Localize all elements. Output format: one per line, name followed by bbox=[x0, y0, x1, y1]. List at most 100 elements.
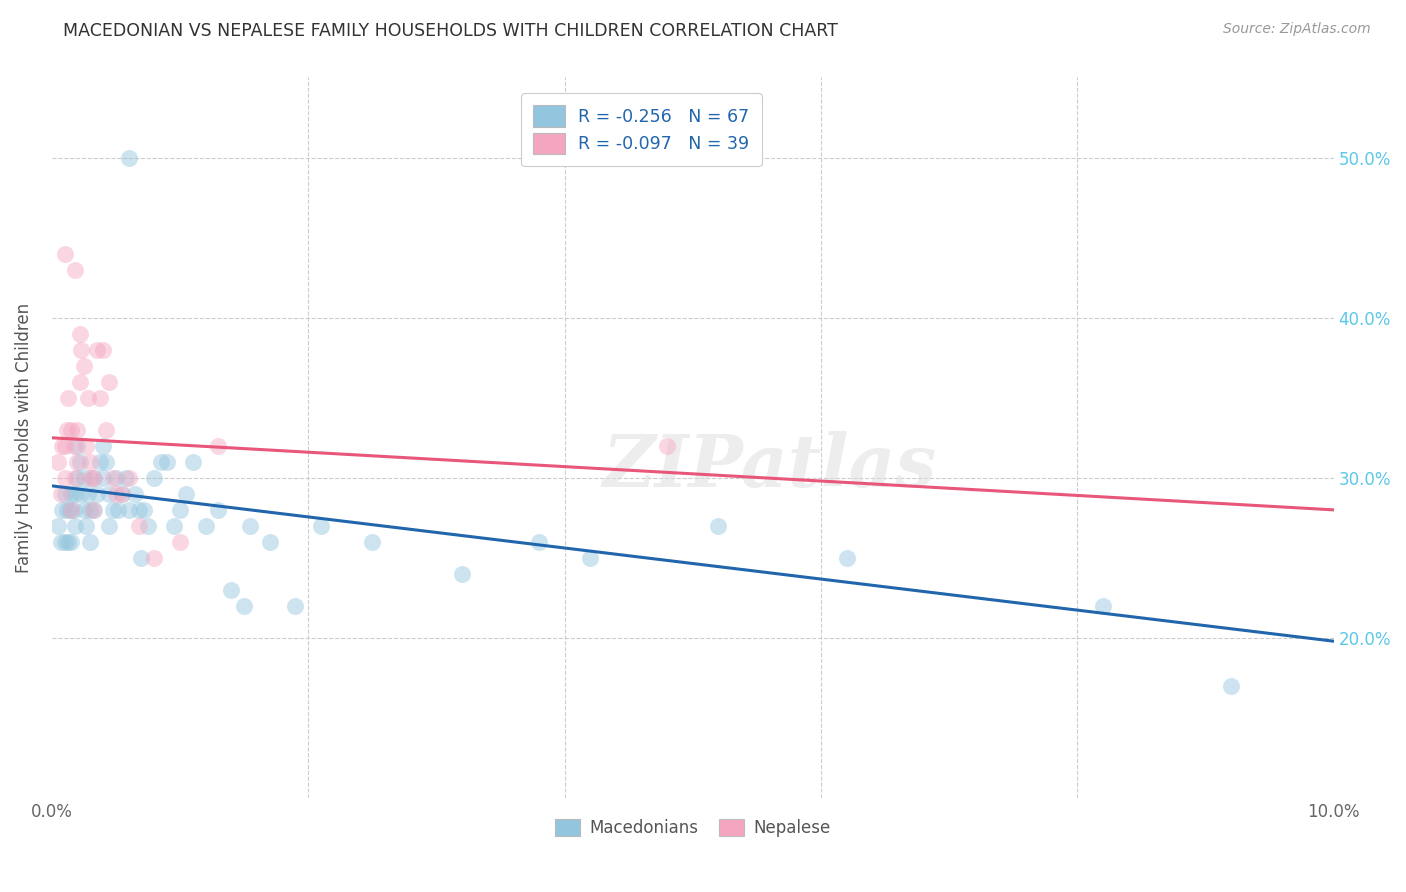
Text: ZIPatlas: ZIPatlas bbox=[603, 431, 936, 502]
Point bbox=[94, 455, 117, 469]
Point bbox=[69, 375, 91, 389]
Point bbox=[111, 487, 134, 501]
Point bbox=[63, 471, 86, 485]
Point bbox=[233, 599, 256, 613]
Point bbox=[149, 455, 172, 469]
Point bbox=[91, 439, 114, 453]
Point bbox=[63, 262, 86, 277]
Point bbox=[59, 535, 82, 549]
Point bbox=[239, 519, 262, 533]
Point bbox=[98, 519, 121, 533]
Point bbox=[69, 455, 91, 469]
Point bbox=[73, 471, 96, 485]
Point bbox=[70, 487, 93, 501]
Point bbox=[79, 455, 101, 469]
Point bbox=[73, 503, 96, 517]
Point bbox=[259, 535, 281, 549]
Point bbox=[59, 503, 82, 517]
Point bbox=[66, 439, 89, 453]
Point bbox=[75, 439, 97, 453]
Point bbox=[219, 582, 242, 597]
Point bbox=[115, 471, 138, 485]
Point bbox=[1091, 599, 1114, 613]
Point bbox=[98, 487, 121, 501]
Point bbox=[51, 503, 73, 517]
Point bbox=[82, 503, 104, 517]
Point bbox=[162, 519, 184, 533]
Point bbox=[79, 503, 101, 517]
Point bbox=[143, 471, 166, 485]
Point bbox=[76, 487, 98, 501]
Point bbox=[58, 391, 80, 405]
Point bbox=[1220, 679, 1243, 693]
Point bbox=[118, 151, 141, 165]
Point bbox=[132, 503, 155, 517]
Point bbox=[156, 455, 179, 469]
Point bbox=[53, 246, 76, 260]
Point bbox=[86, 343, 108, 357]
Point bbox=[56, 503, 79, 517]
Point bbox=[82, 471, 104, 485]
Point bbox=[91, 343, 114, 357]
Point bbox=[46, 455, 69, 469]
Point bbox=[59, 423, 82, 437]
Point bbox=[53, 535, 76, 549]
Point bbox=[66, 455, 89, 469]
Point bbox=[104, 487, 127, 501]
Point bbox=[111, 487, 134, 501]
Text: MACEDONIAN VS NEPALESE FAMILY HOUSEHOLDS WITH CHILDREN CORRELATION CHART: MACEDONIAN VS NEPALESE FAMILY HOUSEHOLDS… bbox=[63, 22, 838, 40]
Point bbox=[59, 503, 82, 517]
Point bbox=[169, 535, 191, 549]
Point bbox=[53, 439, 76, 453]
Y-axis label: Family Households with Children: Family Households with Children bbox=[15, 302, 32, 573]
Point bbox=[655, 439, 678, 453]
Point bbox=[53, 487, 76, 501]
Point bbox=[309, 519, 332, 533]
Point bbox=[835, 550, 858, 565]
Point bbox=[176, 487, 198, 501]
Point bbox=[73, 359, 96, 373]
Point bbox=[66, 423, 89, 437]
Point bbox=[284, 599, 307, 613]
Point bbox=[579, 550, 602, 565]
Point bbox=[707, 519, 730, 533]
Point bbox=[527, 535, 550, 549]
Point bbox=[79, 471, 101, 485]
Point bbox=[207, 503, 229, 517]
Point bbox=[76, 391, 98, 405]
Point bbox=[91, 471, 114, 485]
Point bbox=[63, 519, 86, 533]
Point bbox=[136, 519, 159, 533]
Point bbox=[62, 503, 84, 517]
Point bbox=[118, 503, 141, 517]
Point bbox=[103, 503, 125, 517]
Point bbox=[89, 391, 111, 405]
Point bbox=[207, 439, 229, 453]
Point bbox=[70, 343, 93, 357]
Point bbox=[66, 471, 89, 485]
Point bbox=[83, 503, 105, 517]
Point bbox=[62, 439, 84, 453]
Point bbox=[89, 455, 111, 469]
Point bbox=[94, 423, 117, 437]
Point bbox=[107, 503, 129, 517]
Point bbox=[124, 487, 146, 501]
Point bbox=[169, 503, 191, 517]
Point bbox=[83, 471, 105, 485]
Point bbox=[118, 471, 141, 485]
Point bbox=[128, 503, 150, 517]
Point bbox=[451, 566, 474, 581]
Legend: Macedonians, Nepalese: Macedonians, Nepalese bbox=[548, 813, 838, 844]
Point bbox=[56, 423, 79, 437]
Point bbox=[69, 326, 91, 341]
Point bbox=[51, 439, 73, 453]
Point bbox=[58, 535, 80, 549]
Point bbox=[49, 487, 72, 501]
Point bbox=[63, 487, 86, 501]
Point bbox=[128, 519, 150, 533]
Point bbox=[143, 550, 166, 565]
Point bbox=[49, 535, 72, 549]
Point bbox=[194, 519, 217, 533]
Point bbox=[79, 535, 101, 549]
Point bbox=[53, 471, 76, 485]
